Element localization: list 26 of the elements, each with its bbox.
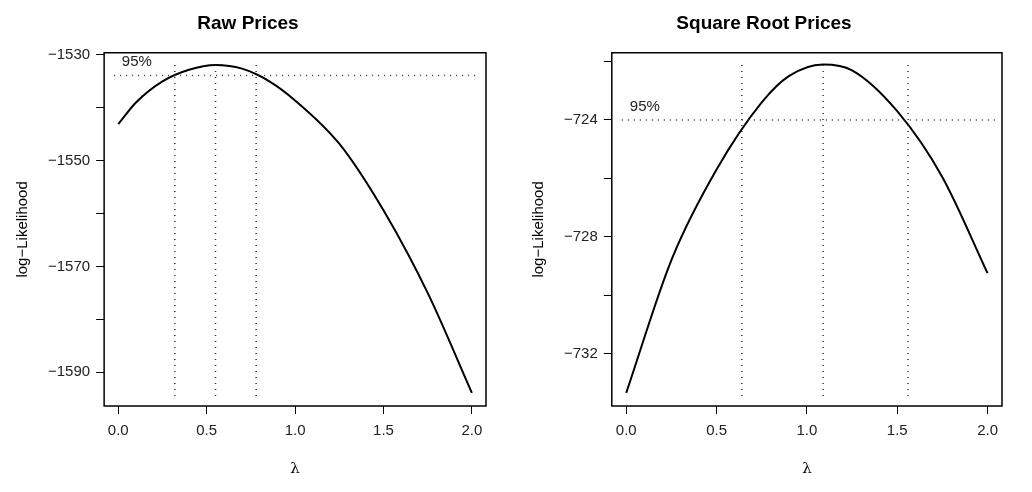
x-tick-label: 1.5 xyxy=(373,421,394,439)
x-axis-title: λ xyxy=(290,458,301,477)
annotation: 95% xyxy=(629,96,660,114)
x-tick-label: 2.0 xyxy=(461,421,483,439)
x-tick-label: 1.0 xyxy=(284,421,306,439)
y-axis-title: log−Likelihood xyxy=(13,181,31,278)
x-tick-label: 0.5 xyxy=(196,421,218,439)
x-axis-title: λ xyxy=(802,458,813,477)
x-tick-label: 1.5 xyxy=(886,421,908,439)
chart-title: Square Root Prices xyxy=(676,11,852,33)
x-tick-label: 0.0 xyxy=(615,421,637,439)
x-tick-label: 0.0 xyxy=(107,421,129,439)
y-tick-label: −1550 xyxy=(47,150,91,168)
y-tick-label: −1570 xyxy=(47,256,91,274)
y-axis-title: log−Likelihood xyxy=(529,181,547,278)
chart-title: Raw Prices xyxy=(197,11,299,33)
y-tick-label: −728 xyxy=(563,226,598,244)
annotation: 95% xyxy=(121,52,152,70)
x-tick-label: 1.0 xyxy=(796,421,818,439)
y-tick-label: −732 xyxy=(563,343,598,361)
x-tick-label: 2.0 xyxy=(977,421,998,439)
y-tick-label: −1530 xyxy=(47,45,91,63)
line-series xyxy=(625,63,989,394)
y-tick-label: −724 xyxy=(563,110,598,128)
y-tick-label: −1590 xyxy=(47,362,91,380)
x-tick-label: 0.5 xyxy=(706,421,727,439)
